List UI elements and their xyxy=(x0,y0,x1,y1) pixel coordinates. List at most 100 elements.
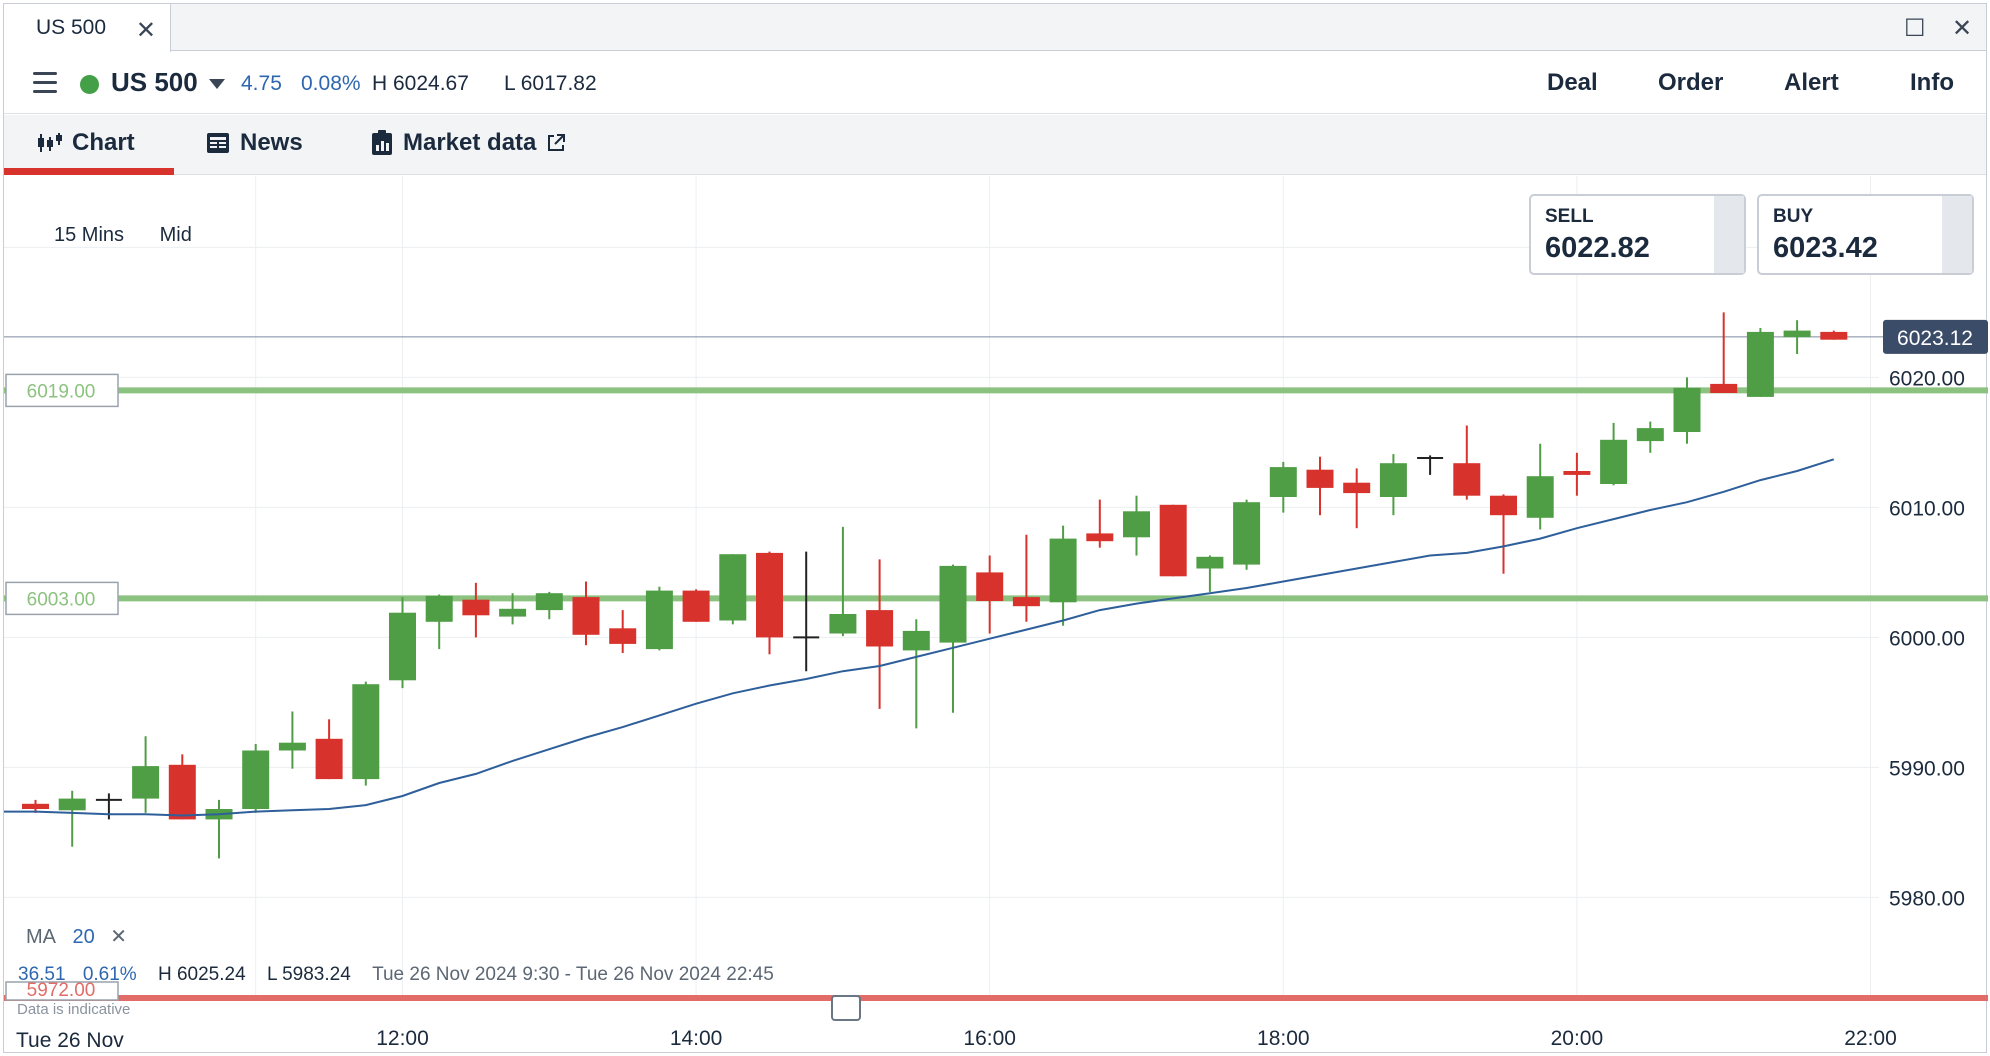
candle-body xyxy=(352,684,380,780)
tab-market-data[interactable]: Market data xyxy=(371,129,566,157)
candle-body xyxy=(22,803,49,809)
chart-area[interactable]: 5980.00 5990.00 6000.00 6010.00 6020.00 12:00… xyxy=(4,176,1988,1054)
candle-body xyxy=(1600,439,1628,484)
price-level-tag xyxy=(5,581,119,616)
tab-news[interactable]: News xyxy=(206,129,303,157)
tab-market-data-label: Market data xyxy=(403,129,537,156)
candle-body xyxy=(168,764,196,820)
price-level-tag xyxy=(5,373,119,408)
candle-body xyxy=(572,597,600,635)
instrument-name[interactable]: US 500 xyxy=(111,67,198,97)
candle-body xyxy=(1269,467,1297,497)
menu-icon[interactable] xyxy=(33,72,57,93)
moving-average-line xyxy=(4,458,1835,817)
window-close-icon[interactable]: ✕ xyxy=(1952,15,1973,42)
external-link-icon xyxy=(548,134,566,151)
candle-body xyxy=(719,554,747,621)
ma-name: MA xyxy=(26,926,55,948)
change-points: 4.75 xyxy=(241,72,282,95)
tab-chart-label: Chart xyxy=(72,129,135,156)
candle-body xyxy=(425,595,453,622)
candle-body xyxy=(1783,330,1811,338)
ma-remove-icon[interactable]: ✕ xyxy=(110,926,128,948)
day-low: L 6017.82 xyxy=(504,72,597,95)
alert-button[interactable]: Alert xyxy=(1784,69,1839,96)
candle-body xyxy=(278,742,306,751)
x-tick-label: 12:00 xyxy=(376,1027,429,1050)
chevron-down-icon[interactable] xyxy=(209,79,225,89)
candle-body xyxy=(902,630,930,651)
y-tick-label: 5980.00 xyxy=(1889,887,1965,910)
candle-body xyxy=(1343,482,1371,494)
candle-body xyxy=(1526,476,1554,518)
candle-body xyxy=(1820,331,1848,340)
candle-body xyxy=(315,738,343,780)
candle-body xyxy=(1636,428,1664,442)
buy-button[interactable]: BUY 6023.42 xyxy=(1757,194,1974,275)
view-tabs: Chart News Market data xyxy=(4,115,1986,175)
candle-body xyxy=(866,610,894,647)
range-change-percent: 0.61% xyxy=(82,964,137,985)
x-tick-label: 16:00 xyxy=(963,1027,1016,1050)
chart-controls: 15 Mins Mid xyxy=(54,224,192,247)
tab-close-icon[interactable]: ✕ xyxy=(135,17,156,44)
candle-body xyxy=(132,766,160,799)
info-button[interactable]: Info xyxy=(1910,69,1954,96)
price-level-label: 6003.00 xyxy=(27,589,96,610)
candle-body xyxy=(1196,556,1224,569)
candle-body xyxy=(829,614,857,634)
interval-selector[interactable]: 15 Mins xyxy=(54,224,125,246)
candle-body xyxy=(1746,331,1774,397)
candle-body xyxy=(1086,533,1114,542)
candle-body xyxy=(756,552,783,638)
sell-button[interactable]: SELL 6022.82 xyxy=(1529,194,1746,275)
candle-body xyxy=(609,628,637,644)
ma-legend: MA 20 ✕ xyxy=(26,924,127,949)
price-level-label: 5972.00 xyxy=(27,980,96,1001)
candle-body xyxy=(645,590,673,650)
candle-body xyxy=(1673,387,1701,432)
tab-news-label: News xyxy=(240,129,303,156)
candle-body xyxy=(1453,463,1481,496)
buy-button-strip xyxy=(1942,196,1972,273)
range-change: 36.51 xyxy=(18,964,66,985)
candle-body xyxy=(682,590,710,622)
price-chart[interactable]: 5980.00 5990.00 6000.00 6010.00 6020.00 12:00… xyxy=(4,176,1988,1054)
range-low: L 5983.24 xyxy=(266,964,351,985)
candle-body xyxy=(976,572,1004,601)
order-button[interactable]: Order xyxy=(1658,69,1724,96)
candle-body xyxy=(1306,469,1334,488)
y-tick-label: 6010.00 xyxy=(1889,497,1965,520)
y-tick-label: 6020.00 xyxy=(1889,367,1965,390)
candle-body xyxy=(1159,504,1187,577)
candle-body xyxy=(58,798,86,811)
candle-body xyxy=(1490,495,1517,516)
x-tick-label: 14:00 xyxy=(670,1027,723,1050)
instrument-toolbar: US 500 4.75 0.08% H 6024.67 L 6017.82 De… xyxy=(4,52,1986,114)
range-high: H 6025.24 xyxy=(157,964,246,985)
y-tick-label: 5990.00 xyxy=(1889,757,1965,780)
candle-body xyxy=(462,599,490,616)
candle-body xyxy=(499,608,527,617)
x-axis-date: Tue 26 Nov xyxy=(16,1029,124,1052)
indicative-notice: Data is indicative xyxy=(17,1001,131,1018)
buy-price: 6023.42 xyxy=(1773,232,1878,264)
ma-period[interactable]: 20 xyxy=(72,926,95,948)
x-tick-label: 18:00 xyxy=(1257,1027,1310,1050)
x-tick-label: 22:00 xyxy=(1844,1027,1897,1050)
current-price-label: 6023.12 xyxy=(1897,327,1973,350)
deal-button[interactable]: Deal xyxy=(1547,69,1598,96)
tab-chart[interactable]: Chart xyxy=(38,129,135,157)
clipboard-icon xyxy=(372,130,392,155)
window-tab-us500[interactable]: US 500 ✕ xyxy=(4,4,171,52)
y-tick-label: 6000.00 xyxy=(1889,627,1965,650)
buy-label: BUY xyxy=(1773,206,1814,227)
sell-button-strip xyxy=(1714,196,1744,273)
current-price-tag xyxy=(1883,319,1988,354)
price-type-selector[interactable]: Mid xyxy=(159,224,192,246)
candle-body xyxy=(535,593,563,611)
sell-label: SELL xyxy=(1545,206,1594,227)
candle-body xyxy=(389,612,416,681)
candle-body xyxy=(1379,463,1407,497)
maximize-icon[interactable]: ☐ xyxy=(1904,15,1926,42)
